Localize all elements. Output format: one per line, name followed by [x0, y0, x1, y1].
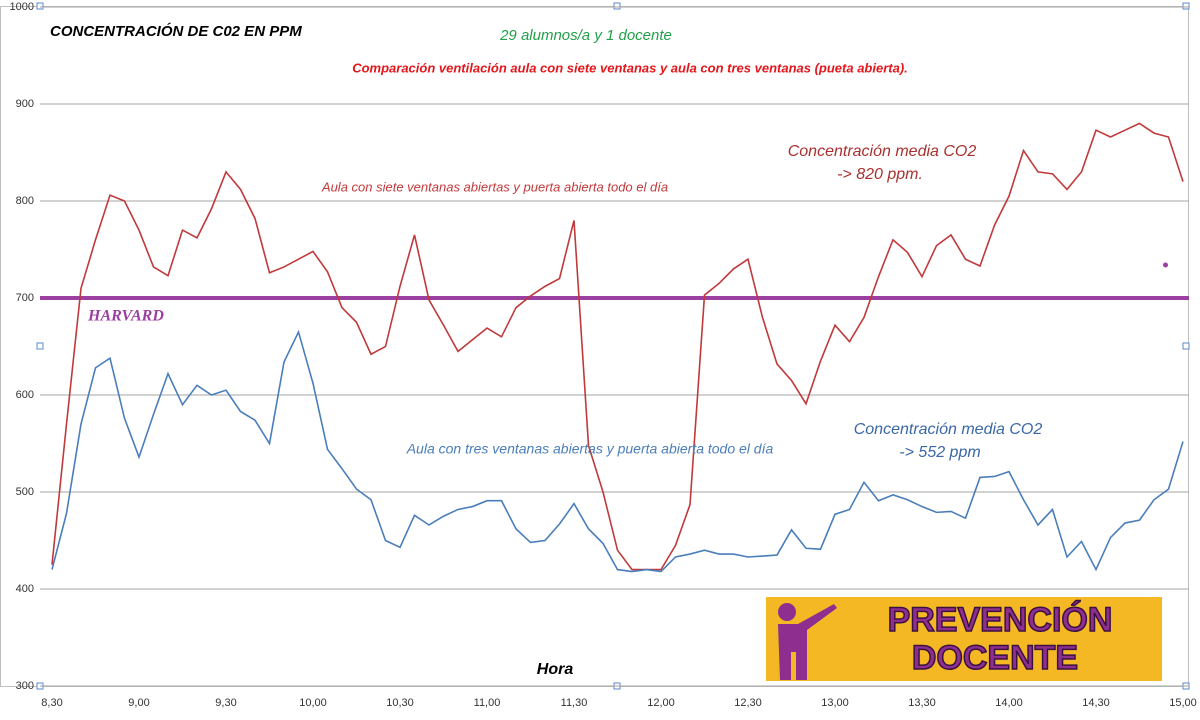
annotation: Concentración media CO2 [788, 143, 977, 160]
logo-icon [778, 604, 837, 680]
y-tick-label: 300 [16, 680, 34, 692]
logo-icon [778, 603, 796, 621]
y-tick-label: 400 [16, 583, 34, 595]
annotation: 29 alumnos/a y 1 docente [499, 27, 672, 44]
annotation: Concentración media CO2 [854, 421, 1043, 438]
y-tick-label: 600 [16, 389, 34, 401]
x-tick-label: 9,30 [215, 697, 236, 709]
data-line [51, 329, 1184, 573]
x-tick-label: 14,30 [1082, 697, 1110, 709]
logo-text: PREVENCIÓN [888, 601, 1113, 639]
logo-text: DOCENTE [912, 639, 1078, 677]
x-tick-label: 9,00 [128, 697, 149, 709]
x-tick-label: 13,30 [908, 697, 936, 709]
x-tick-label: 8,30 [41, 697, 62, 709]
data-line [51, 122, 1184, 571]
selection-handles [36, 2, 1190, 690]
y-tick-label: 900 [16, 98, 34, 110]
chart-frame [0, 6, 1189, 687]
logo: PREVENCIÓN DOCENTE [766, 597, 1162, 681]
reference-label: HARVARD [87, 308, 164, 325]
x-tick-label: 10,00 [299, 697, 327, 709]
x-tick-label: 11,30 [561, 697, 588, 709]
point [1163, 262, 1168, 268]
y-tick-label: 500 [16, 486, 34, 498]
annotation: -> 552 ppm [899, 444, 980, 461]
x-tick-label: 15,00 [1169, 697, 1197, 709]
y-tick-label: 800 [16, 195, 34, 207]
annotation: Comparación ventilación aula con siete v… [352, 60, 908, 75]
x-tick-label: 13,00 [821, 697, 849, 709]
y-tick-label: 700 [16, 292, 34, 304]
series-label: Aula con siete ventanas abiertas y puert… [321, 179, 668, 194]
x-tick-label: 14,00 [995, 697, 1023, 709]
annotation: -> 820 ppm. [837, 166, 923, 183]
x-tick-label: 11,00 [474, 697, 501, 709]
y-tick-label: 1000 [10, 1, 34, 13]
chart-title: CONCENTRACIÓN DE C02 EN PPM [50, 22, 302, 40]
x-tick-label: 10,30 [386, 697, 414, 709]
x-tick-label: 12,00 [647, 697, 675, 709]
x-axis-label: Hora [537, 661, 574, 678]
x-tick-label: 12,30 [734, 697, 762, 709]
series-label: Aula con tres ventanas abiertas y puerta… [406, 441, 774, 457]
